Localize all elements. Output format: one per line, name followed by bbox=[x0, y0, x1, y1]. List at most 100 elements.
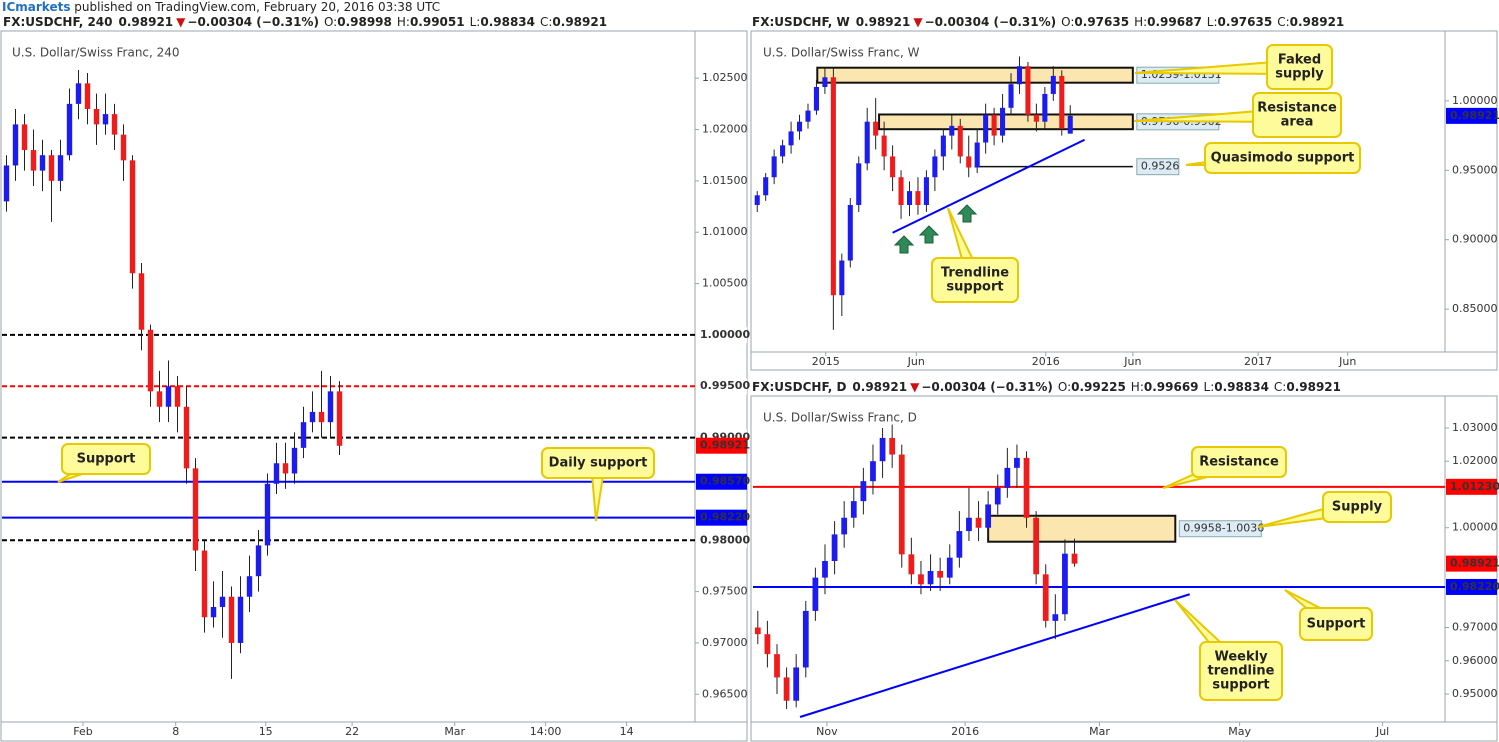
segment-label: 0.9526 bbox=[1141, 160, 1180, 173]
candle-body bbox=[937, 570, 944, 578]
candle-body bbox=[48, 155, 55, 181]
candle-body bbox=[129, 160, 136, 274]
candle-body bbox=[974, 142, 980, 168]
candle-body bbox=[1004, 467, 1011, 488]
banner-text: published on TradingView.com, February 2… bbox=[74, 0, 440, 14]
candle-body bbox=[300, 422, 307, 448]
candle-body bbox=[985, 504, 992, 528]
x-tick-label: Jun bbox=[1338, 355, 1356, 368]
candle-body bbox=[66, 103, 73, 156]
candle-body bbox=[932, 156, 938, 178]
callout-text: support bbox=[946, 280, 1003, 295]
x-tick-label: Jun bbox=[1123, 355, 1141, 368]
header-part: ▼ bbox=[176, 15, 186, 29]
candle-body bbox=[273, 463, 280, 484]
last-price-label: 0.98921 bbox=[700, 439, 750, 452]
header-part: C: bbox=[1277, 15, 1289, 29]
x-tick-label: May bbox=[1228, 725, 1251, 738]
panel-header: FX:USDCHF, 240 0.98921 ▼ −0.00304 (−0.31%) O… bbox=[3, 15, 607, 29]
level-label: 1.00000 bbox=[700, 328, 750, 341]
level-label-box bbox=[696, 509, 747, 526]
header-part: 0.99669 bbox=[1144, 380, 1199, 394]
panel-header: FX:USDCHF, D 0.98921 ▼ −0.00304 (−0.31%) O:0… bbox=[752, 380, 1341, 394]
candle-body bbox=[839, 260, 845, 296]
chart-title: U.S. Dollar/Swiss Franc, D bbox=[763, 411, 917, 425]
candle-body bbox=[860, 481, 867, 502]
candle-body bbox=[120, 134, 127, 161]
candle-body bbox=[754, 627, 761, 635]
header-part: 0.97635 bbox=[1074, 15, 1129, 29]
level-label: 0.99500 bbox=[700, 379, 750, 392]
candle-body bbox=[183, 406, 190, 469]
candle-body bbox=[873, 121, 879, 136]
candle-body bbox=[291, 447, 298, 474]
header-part: 0.98921 bbox=[1286, 380, 1341, 394]
header-part: O: bbox=[324, 15, 337, 29]
zone-label: 0.9958-1.0036 bbox=[1183, 522, 1264, 535]
header-part: 0.98921 bbox=[119, 15, 174, 29]
candle-body bbox=[1062, 553, 1068, 615]
level-label-box bbox=[1446, 478, 1497, 495]
candle-body bbox=[830, 77, 836, 296]
candle-body bbox=[1059, 75, 1065, 129]
x-tick-label: 2017 bbox=[1244, 355, 1272, 368]
candle-body bbox=[949, 125, 955, 136]
candle-body bbox=[75, 83, 82, 104]
candle-body bbox=[864, 121, 870, 164]
callout-box bbox=[1322, 491, 1392, 523]
callout-text: support bbox=[1212, 678, 1269, 693]
x-tick-label: 14 bbox=[620, 725, 634, 738]
candle-body bbox=[923, 177, 929, 205]
candle-body bbox=[956, 531, 963, 558]
candle-body bbox=[57, 155, 64, 181]
candle-body bbox=[246, 576, 253, 597]
x-tick-label: Mar bbox=[444, 725, 465, 738]
callout-box bbox=[1204, 142, 1361, 174]
y-tick-label: 0.85000 bbox=[1452, 302, 1498, 315]
candle-body bbox=[822, 560, 828, 578]
candle-body bbox=[802, 610, 809, 668]
candle-body bbox=[210, 606, 217, 618]
y-tick-label: 0.97000 bbox=[1452, 621, 1498, 634]
level-label: 0.98220 bbox=[700, 511, 750, 524]
candle-body bbox=[940, 135, 946, 157]
candle-body bbox=[927, 570, 934, 585]
y-tick-label: 1.01000 bbox=[702, 225, 748, 238]
y-tick-label: 1.01500 bbox=[702, 174, 748, 187]
arrow-marker bbox=[956, 204, 978, 223]
candle-body bbox=[165, 386, 172, 407]
brand: ICmarkets bbox=[2, 0, 70, 14]
header-part: O: bbox=[1058, 380, 1071, 394]
last-price-box bbox=[696, 437, 747, 454]
candle-body bbox=[966, 517, 972, 532]
candle-body bbox=[111, 114, 118, 135]
candle-body bbox=[841, 517, 848, 535]
candle-body bbox=[771, 156, 777, 178]
candle-body bbox=[906, 191, 913, 205]
panel-header: FX:USDCHF, W 0.98921 ▼ −0.00304 (−0.31%) O:0… bbox=[752, 15, 1344, 29]
x-tick-label: Jun bbox=[907, 355, 925, 368]
callout-text: Weekly bbox=[1214, 650, 1268, 665]
x-tick-label: Nov bbox=[816, 725, 838, 738]
candle-body bbox=[918, 574, 924, 585]
level-label: 0.98220 bbox=[1450, 580, 1499, 593]
candle-body bbox=[84, 83, 91, 109]
chart-title: U.S. Dollar/Swiss Franc, W bbox=[763, 46, 920, 60]
header-part: −0.00304 (−0.31%) bbox=[925, 15, 1057, 29]
y-tick-label: 1.00000 bbox=[1452, 521, 1498, 534]
callout-box bbox=[541, 447, 655, 479]
level-label-box bbox=[696, 378, 747, 395]
candle-body bbox=[1025, 66, 1031, 115]
candle-body bbox=[174, 386, 181, 407]
candle-body bbox=[1042, 574, 1049, 621]
candle-body bbox=[102, 114, 109, 125]
candle-body bbox=[318, 411, 325, 423]
callout-text: trendline bbox=[1208, 664, 1275, 679]
candle-body bbox=[957, 125, 963, 157]
level-label: 1.01230 bbox=[1450, 480, 1499, 493]
header-part: O: bbox=[1061, 15, 1074, 29]
y-tick-label: 0.96000 bbox=[1452, 654, 1498, 667]
y-tick-label: 0.97000 bbox=[702, 636, 748, 649]
level-label-box bbox=[696, 532, 747, 549]
